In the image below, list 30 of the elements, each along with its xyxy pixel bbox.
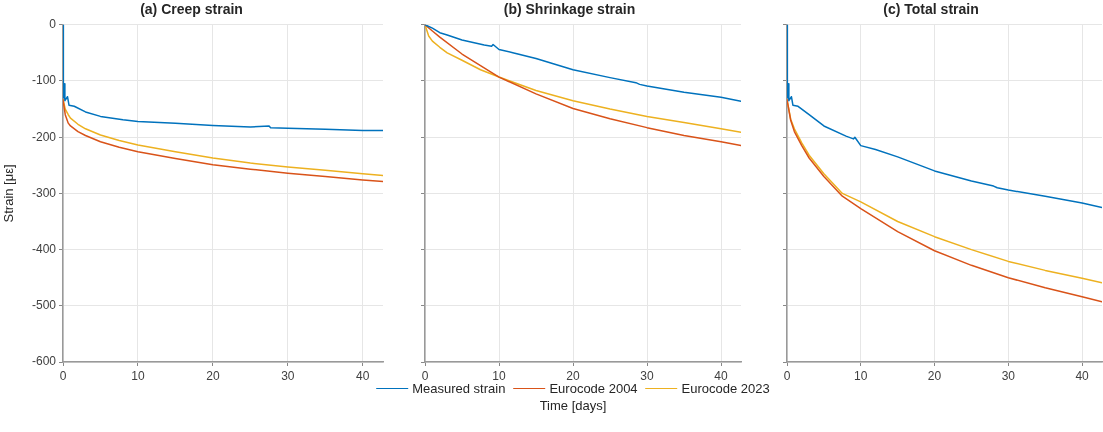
- x-tick-label: 0: [421, 368, 429, 383]
- x-tick-label: 20: [206, 368, 220, 383]
- x-tick-label: 20: [927, 368, 942, 383]
- x-tick-label: 30: [1001, 368, 1016, 383]
- x-tick-label: 40: [1075, 368, 1090, 383]
- x-tick-label: 30: [281, 368, 295, 383]
- y-tick-label: -300: [31, 185, 57, 200]
- x-tick-label: 40: [714, 368, 729, 383]
- y-tick-label: -400: [31, 241, 57, 256]
- legend-label: Eurocode 2004: [549, 381, 638, 396]
- x-tick-label: 0: [59, 368, 67, 383]
- y-tick-label: -100: [31, 73, 57, 88]
- x-tick-label: 20: [566, 368, 580, 383]
- y-tick-label: 0: [49, 17, 57, 32]
- y-tick-label: -500: [31, 298, 57, 313]
- x-tick-label: 10: [854, 368, 868, 383]
- legend-label: Eurocode 2023: [681, 381, 770, 396]
- x-tick-label: 10: [492, 368, 506, 383]
- y-tick-label: -600: [31, 354, 57, 369]
- chart-title: (b) Shrinkage strain: [503, 1, 636, 18]
- chart-title: (a) Creep strain: [140, 1, 243, 18]
- y-axis-title: Strain [με]: [1, 164, 17, 223]
- x-tick-label: 40: [356, 368, 370, 383]
- y-tick-label: -200: [31, 129, 57, 144]
- x-tick-label: 10: [131, 368, 145, 383]
- x-tick-label: 0: [783, 368, 791, 383]
- x-axis-title: Time [days]: [539, 398, 607, 413]
- chart-title: (c) Total strain: [883, 1, 979, 18]
- x-tick-label: 30: [640, 368, 655, 383]
- legend-label: Measured strain: [412, 381, 506, 396]
